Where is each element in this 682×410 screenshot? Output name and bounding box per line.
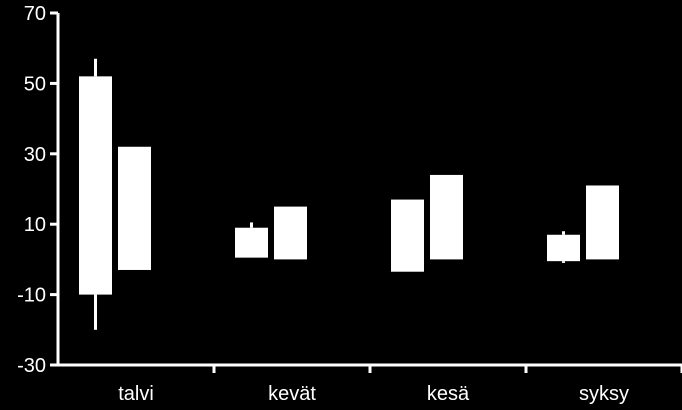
x-tick-label: kesä — [427, 383, 470, 405]
x-tick-label: syksy — [579, 383, 629, 405]
y-tick-label: -30 — [17, 355, 46, 377]
x-tick-label: kevät — [268, 383, 316, 405]
y-tick-label: -10 — [17, 285, 46, 307]
box-series-2 — [586, 185, 619, 260]
plot-area: -30 -10 10 30 50 70 talvi kevät kesä syksy — [17, 3, 682, 405]
y-tick-label: 50 — [24, 73, 46, 95]
y-tick-label: 30 — [24, 144, 46, 166]
box-series-1 — [79, 76, 112, 295]
box-series-2 — [118, 146, 151, 270]
box-series-2 — [430, 174, 463, 260]
box-series-2 — [274, 206, 307, 260]
x-tick-label: talvi — [118, 383, 154, 405]
box-series-1 — [391, 199, 424, 272]
y-tick-label: 10 — [24, 214, 46, 236]
box-series-1 — [547, 234, 580, 262]
box-series-1 — [235, 227, 268, 258]
y-tick-label: 70 — [24, 3, 46, 25]
